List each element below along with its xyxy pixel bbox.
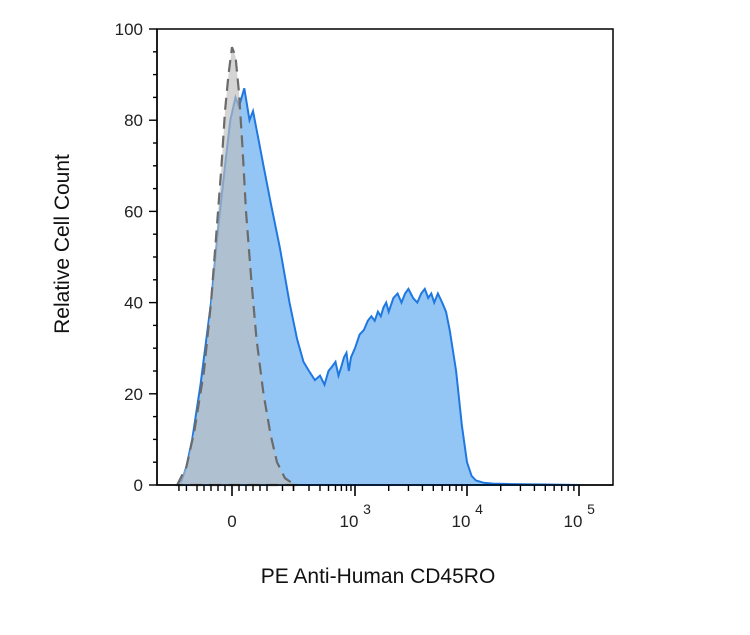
x-tick-exponent: 4 bbox=[475, 501, 483, 517]
x-tick-label: 10 bbox=[452, 512, 471, 531]
y-tick-label: 0 bbox=[134, 476, 143, 495]
x-tick-label: 10 bbox=[340, 512, 359, 531]
y-axis-title: Relative Cell Count bbox=[51, 154, 74, 334]
x-tick-exponent: 5 bbox=[587, 501, 595, 517]
x-axis-title: PE Anti-Human CD45RO bbox=[261, 565, 496, 588]
y-tick-label: 40 bbox=[124, 294, 143, 313]
y-tick-label: 100 bbox=[115, 20, 143, 39]
y-axis: 0 20 40 60 80 100 bbox=[115, 20, 158, 495]
x-tick-label: 0 bbox=[227, 512, 236, 531]
isotype-control-histogram bbox=[175, 46, 298, 487]
stained-histogram bbox=[174, 88, 580, 486]
x-tick-exponent: 3 bbox=[363, 501, 371, 517]
y-tick-label: 80 bbox=[124, 111, 143, 130]
y-tick-label: 60 bbox=[124, 202, 143, 221]
series-layer bbox=[174, 46, 580, 487]
y-tick-label: 20 bbox=[124, 385, 143, 404]
x-tick-label: 10 bbox=[564, 512, 583, 531]
